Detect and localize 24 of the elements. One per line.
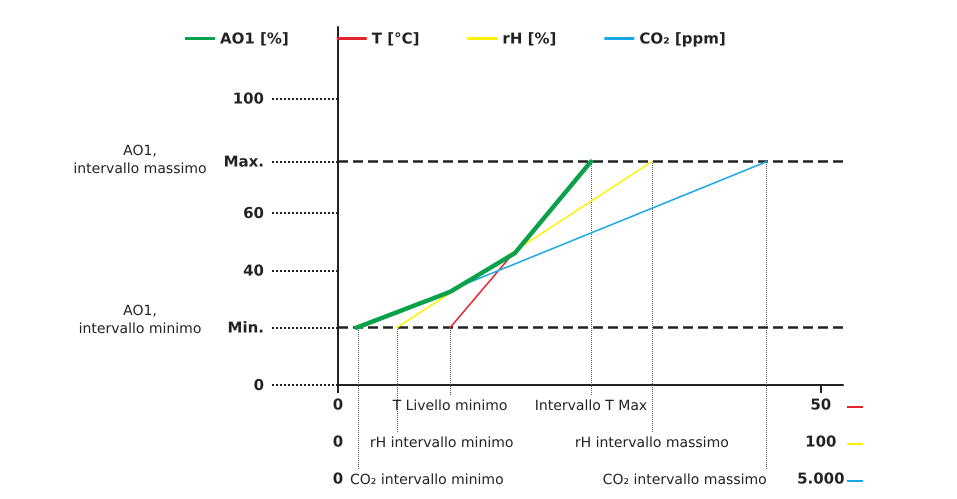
text: 5.000 [797, 470, 845, 488]
y-tick-label: 0 [254, 376, 264, 394]
x-tick-label: 50 [810, 396, 832, 414]
x2-tick-label: 0 [332, 432, 344, 450]
ref-line-label: CO₂ intervallo massimo [602, 472, 767, 488]
ref-line-label: CO₂ intervallo minimo [350, 472, 504, 488]
legend-label: AO1 [%] [220, 30, 289, 48]
legend-label: T [°C] [372, 30, 420, 48]
ref-line-label: Intervallo T Max [534, 398, 648, 414]
text: AO1, intervallo massimo [73, 143, 207, 177]
x2-tick-label: 100 [805, 432, 836, 450]
text: AO1, intervallo minimo [78, 303, 202, 337]
y-tick-label: 60 [243, 204, 264, 222]
y-tick-label: 100 [232, 90, 264, 108]
ref-line-label: T Livello minimo [392, 398, 508, 414]
ref-line-label: rH intervallo massimo [574, 435, 729, 451]
text: 0 [332, 470, 344, 488]
y-tick-label: 40 [243, 261, 264, 280]
y-tick-label: Max. [224, 152, 264, 171]
legend-label: rH [%] [502, 30, 556, 48]
legend-label: CO₂ [ppm] [639, 30, 726, 48]
ref-line-label: rH intervallo minimo [370, 435, 514, 451]
y-tick-label: Min. [228, 318, 264, 337]
line-series [354, 159, 594, 330]
